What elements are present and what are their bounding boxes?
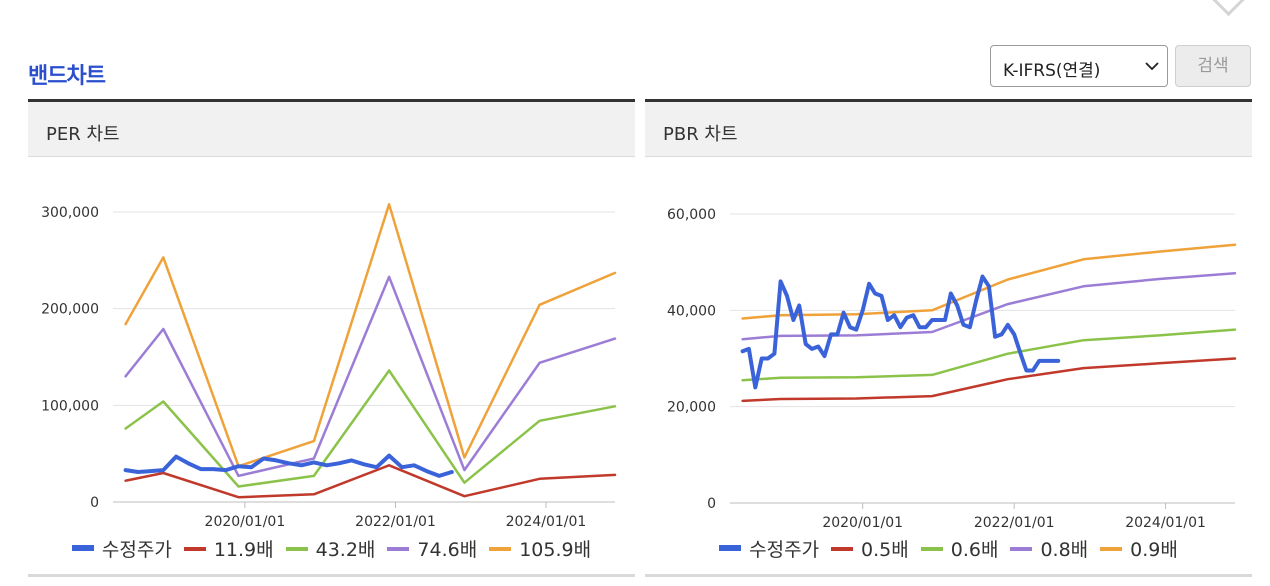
series-line-43.2배: [124, 369, 617, 488]
y-tick-label: 100,000: [41, 398, 99, 414]
search-button[interactable]: 검색: [1175, 45, 1251, 87]
legend-swatch: [387, 546, 410, 551]
legend-item[interactable]: 43.2배: [285, 535, 376, 562]
legend-label: 43.2배: [315, 539, 376, 561]
pbr-chart-title: PBR 차트: [663, 124, 738, 145]
legend-item[interactable]: 0.5배: [831, 535, 909, 562]
legend-swatch: [719, 544, 742, 551]
per-chart-legend: 수정주가 11.9배 43.2배 74.6배 105.9배: [28, 535, 635, 562]
series-line-0.5배: [741, 357, 1237, 403]
series-line-수정주가: [740, 274, 1061, 390]
y-gridlines: 0 100,000 200,000 300,000: [41, 205, 615, 511]
pbr-panel-bottom-border: [645, 574, 1252, 577]
legend-swatch: [71, 544, 94, 551]
per-panel-bottom-border: [28, 574, 635, 577]
series-line-105.9배: [124, 203, 617, 468]
legend-label: 0.9배: [1130, 539, 1178, 561]
pbr-chart-panel: PBR 차트 0 20,000 40,000 60,000 2020/01/01 2022…: [645, 99, 1252, 577]
legend-label: 11.9배: [213, 539, 274, 561]
series-line-수정주가: [123, 453, 454, 478]
x-tick-label: 2022/01/01: [355, 514, 436, 530]
per-chart-panel: PER 차트 0 100,000 200,000 300,000 2020/01/01 2…: [28, 99, 635, 577]
y-tick-label: 40,000: [667, 303, 716, 319]
legend-label: 수정주가: [749, 539, 820, 561]
y-gridlines: 0 20,000 40,000 60,000: [667, 207, 1235, 512]
y-tick-label: 60,000: [667, 207, 716, 223]
legend-swatch: [489, 546, 512, 551]
x-tick-label: 2022/01/01: [974, 515, 1055, 531]
legend-label: 74.6배: [417, 539, 478, 561]
series-line-0.6배: [741, 328, 1237, 382]
series-line-0.8배: [741, 271, 1237, 341]
y-tick-label: 0: [90, 495, 99, 511]
series-line-74.6배: [124, 275, 617, 478]
legend-item[interactable]: 0.9배: [1100, 535, 1178, 562]
per-chart-title: PER 차트: [46, 124, 120, 145]
y-tick-label: 20,000: [667, 400, 716, 416]
legend-item[interactable]: 105.9배: [489, 535, 591, 562]
x-tick-label: 2024/01/01: [506, 514, 587, 530]
legend-item[interactable]: 0.6배: [920, 535, 999, 562]
per-chart-header: PER 차트: [28, 99, 635, 157]
per-chart: 0 100,000 200,000 300,000 2020/01/01 2022/01/…: [41, 203, 617, 530]
y-tick-label: 0: [707, 496, 716, 512]
legend-item[interactable]: 수정주가: [719, 535, 819, 562]
page-title: 밴드차트: [28, 64, 106, 89]
x-ticks: 2020/01/01 2022/01/01 2024/01/01: [205, 502, 587, 530]
x-ticks: 2020/01/01 2022/01/01 2024/01/01: [822, 503, 1206, 531]
y-tick-label: 300,000: [41, 205, 99, 221]
x-tick-label: 2020/01/01: [205, 514, 286, 530]
series-line-11.9배: [124, 464, 617, 499]
legend-item[interactable]: 11.9배: [183, 535, 274, 562]
pbr-chart-legend: 수정주가 0.5배 0.6배 0.8배 0.9배: [645, 535, 1252, 562]
legend-label: 0.6배: [950, 539, 999, 561]
chevron-down-icon: [1145, 62, 1159, 70]
x-tick-label: 2020/01/01: [822, 515, 903, 531]
legend-item[interactable]: 수정주가: [71, 535, 172, 562]
legend-label: 수정주가: [101, 539, 172, 561]
legend-label: 0.5배: [861, 539, 909, 561]
x-tick-label: 2024/01/01: [1125, 515, 1206, 531]
pbr-chart-header: PBR 차트: [645, 99, 1252, 157]
legend-item[interactable]: 0.8배: [1010, 535, 1088, 562]
accounting-standard-select[interactable]: K-IFRS(연결): [990, 45, 1168, 87]
legend-swatch: [831, 546, 854, 551]
legend-label: 105.9배: [519, 539, 592, 561]
select-value: K-IFRS(연결): [1003, 61, 1101, 81]
legend-swatch: [920, 546, 943, 551]
legend-swatch: [285, 546, 308, 551]
legend-swatch: [1100, 546, 1123, 551]
legend-swatch: [183, 546, 206, 551]
legend-label: 0.8배: [1040, 539, 1089, 561]
collapse-chevron-icon[interactable]: [1210, 0, 1247, 17]
legend-item[interactable]: 74.6배: [387, 535, 477, 562]
series-line-0.9배: [741, 243, 1237, 320]
y-tick-label: 200,000: [41, 302, 99, 318]
legend-swatch: [1010, 546, 1033, 551]
